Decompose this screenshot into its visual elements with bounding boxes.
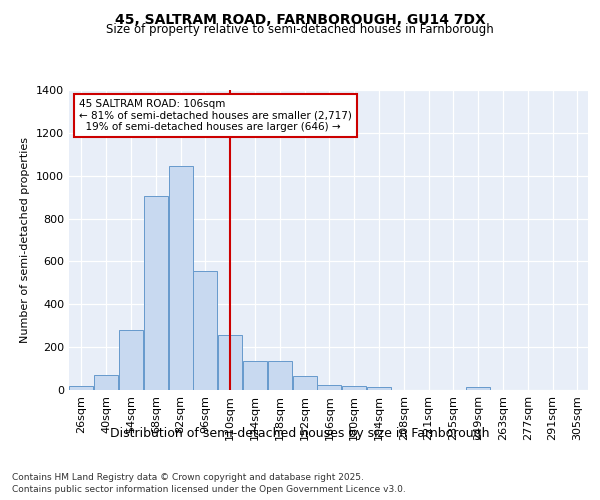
Bar xyxy=(144,196,168,390)
Bar xyxy=(268,361,292,390)
Bar xyxy=(169,166,193,390)
Text: 45, SALTRAM ROAD, FARNBOROUGH, GU14 7DX: 45, SALTRAM ROAD, FARNBOROUGH, GU14 7DX xyxy=(115,12,485,26)
Bar xyxy=(243,361,267,390)
Bar xyxy=(218,336,242,390)
Bar xyxy=(293,376,317,390)
Bar xyxy=(94,376,118,390)
Text: 45 SALTRAM ROAD: 106sqm
← 81% of semi-detached houses are smaller (2,717)
  19% : 45 SALTRAM ROAD: 106sqm ← 81% of semi-de… xyxy=(79,99,352,132)
Bar xyxy=(317,384,341,390)
Bar xyxy=(119,330,143,390)
Y-axis label: Number of semi-detached properties: Number of semi-detached properties xyxy=(20,137,31,343)
Bar xyxy=(193,271,217,390)
Bar xyxy=(466,388,490,390)
Bar xyxy=(342,386,366,390)
Bar xyxy=(367,387,391,390)
Text: Distribution of semi-detached houses by size in Farnborough: Distribution of semi-detached houses by … xyxy=(110,428,490,440)
Text: Contains HM Land Registry data © Crown copyright and database right 2025.: Contains HM Land Registry data © Crown c… xyxy=(12,472,364,482)
Text: Size of property relative to semi-detached houses in Farnborough: Size of property relative to semi-detach… xyxy=(106,24,494,36)
Bar xyxy=(70,386,94,390)
Text: Contains public sector information licensed under the Open Government Licence v3: Contains public sector information licen… xyxy=(12,485,406,494)
